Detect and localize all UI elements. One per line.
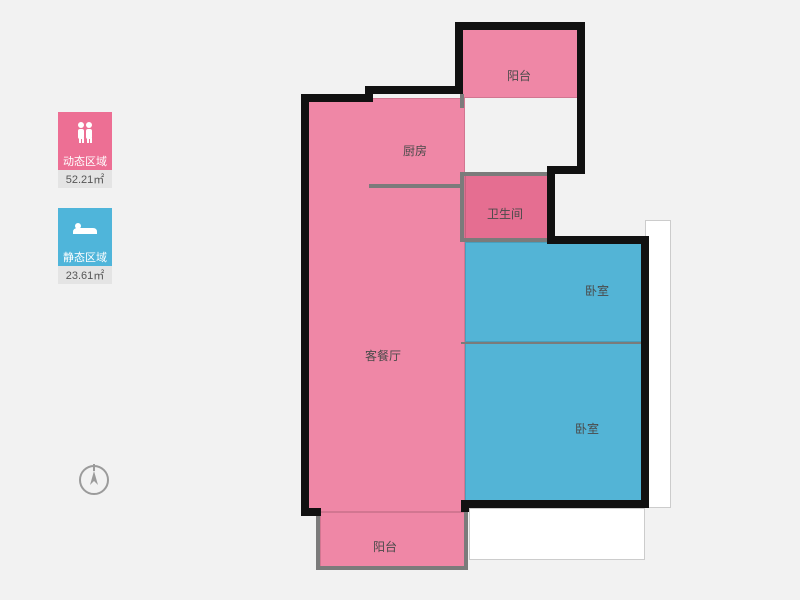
room-bedroom-upper [465,242,643,342]
wall [301,94,365,102]
legend-dynamic-label: 动态区域 [58,152,112,170]
thin-wall [460,238,552,242]
thin-wall [316,566,468,570]
floor-plan: 阳台 厨房 卫生间 客餐厅 卧室 卧室 阳台 [265,22,715,582]
wall [461,500,649,508]
wall [301,508,321,516]
people-icon [58,112,112,152]
rail-bottom [469,508,645,560]
wall [547,236,649,244]
wall [365,86,460,94]
label-bathroom: 卫生间 [487,205,523,222]
legend-dynamic-value: 52.21㎡ [58,170,112,188]
legend-static: 静态区域 23.61㎡ [58,208,112,284]
wall [455,22,463,94]
label-bedroom-lower: 卧室 [575,420,599,437]
legend-dynamic: 动态区域 52.21㎡ [58,112,112,188]
legend-static-value: 23.61㎡ [58,266,112,284]
room-bedroom-lower [465,342,643,504]
thin-wall [460,94,464,108]
label-balcony-bottom: 阳台 [373,538,397,555]
thin-wall [461,342,641,344]
compass-icon [77,463,111,497]
wall [547,166,555,242]
wall [641,236,649,506]
thin-wall [460,172,464,242]
label-bedroom-upper: 卧室 [585,282,609,299]
label-balcony-top: 阳台 [507,67,531,84]
sleep-icon [58,208,112,248]
thin-wall [316,514,320,570]
label-living: 客餐厅 [365,347,401,364]
wall [577,22,585,172]
wall [461,500,469,512]
legend: 动态区域 52.21㎡ 静态区域 23.61㎡ [58,112,112,304]
room-living [305,98,465,512]
room-balcony-top [460,28,580,98]
thin-wall [464,512,468,570]
thin-wall [369,184,463,188]
legend-static-label: 静态区域 [58,248,112,266]
label-kitchen: 厨房 [403,142,427,159]
thin-wall [460,172,552,176]
wall [455,22,583,30]
wall [301,94,309,514]
